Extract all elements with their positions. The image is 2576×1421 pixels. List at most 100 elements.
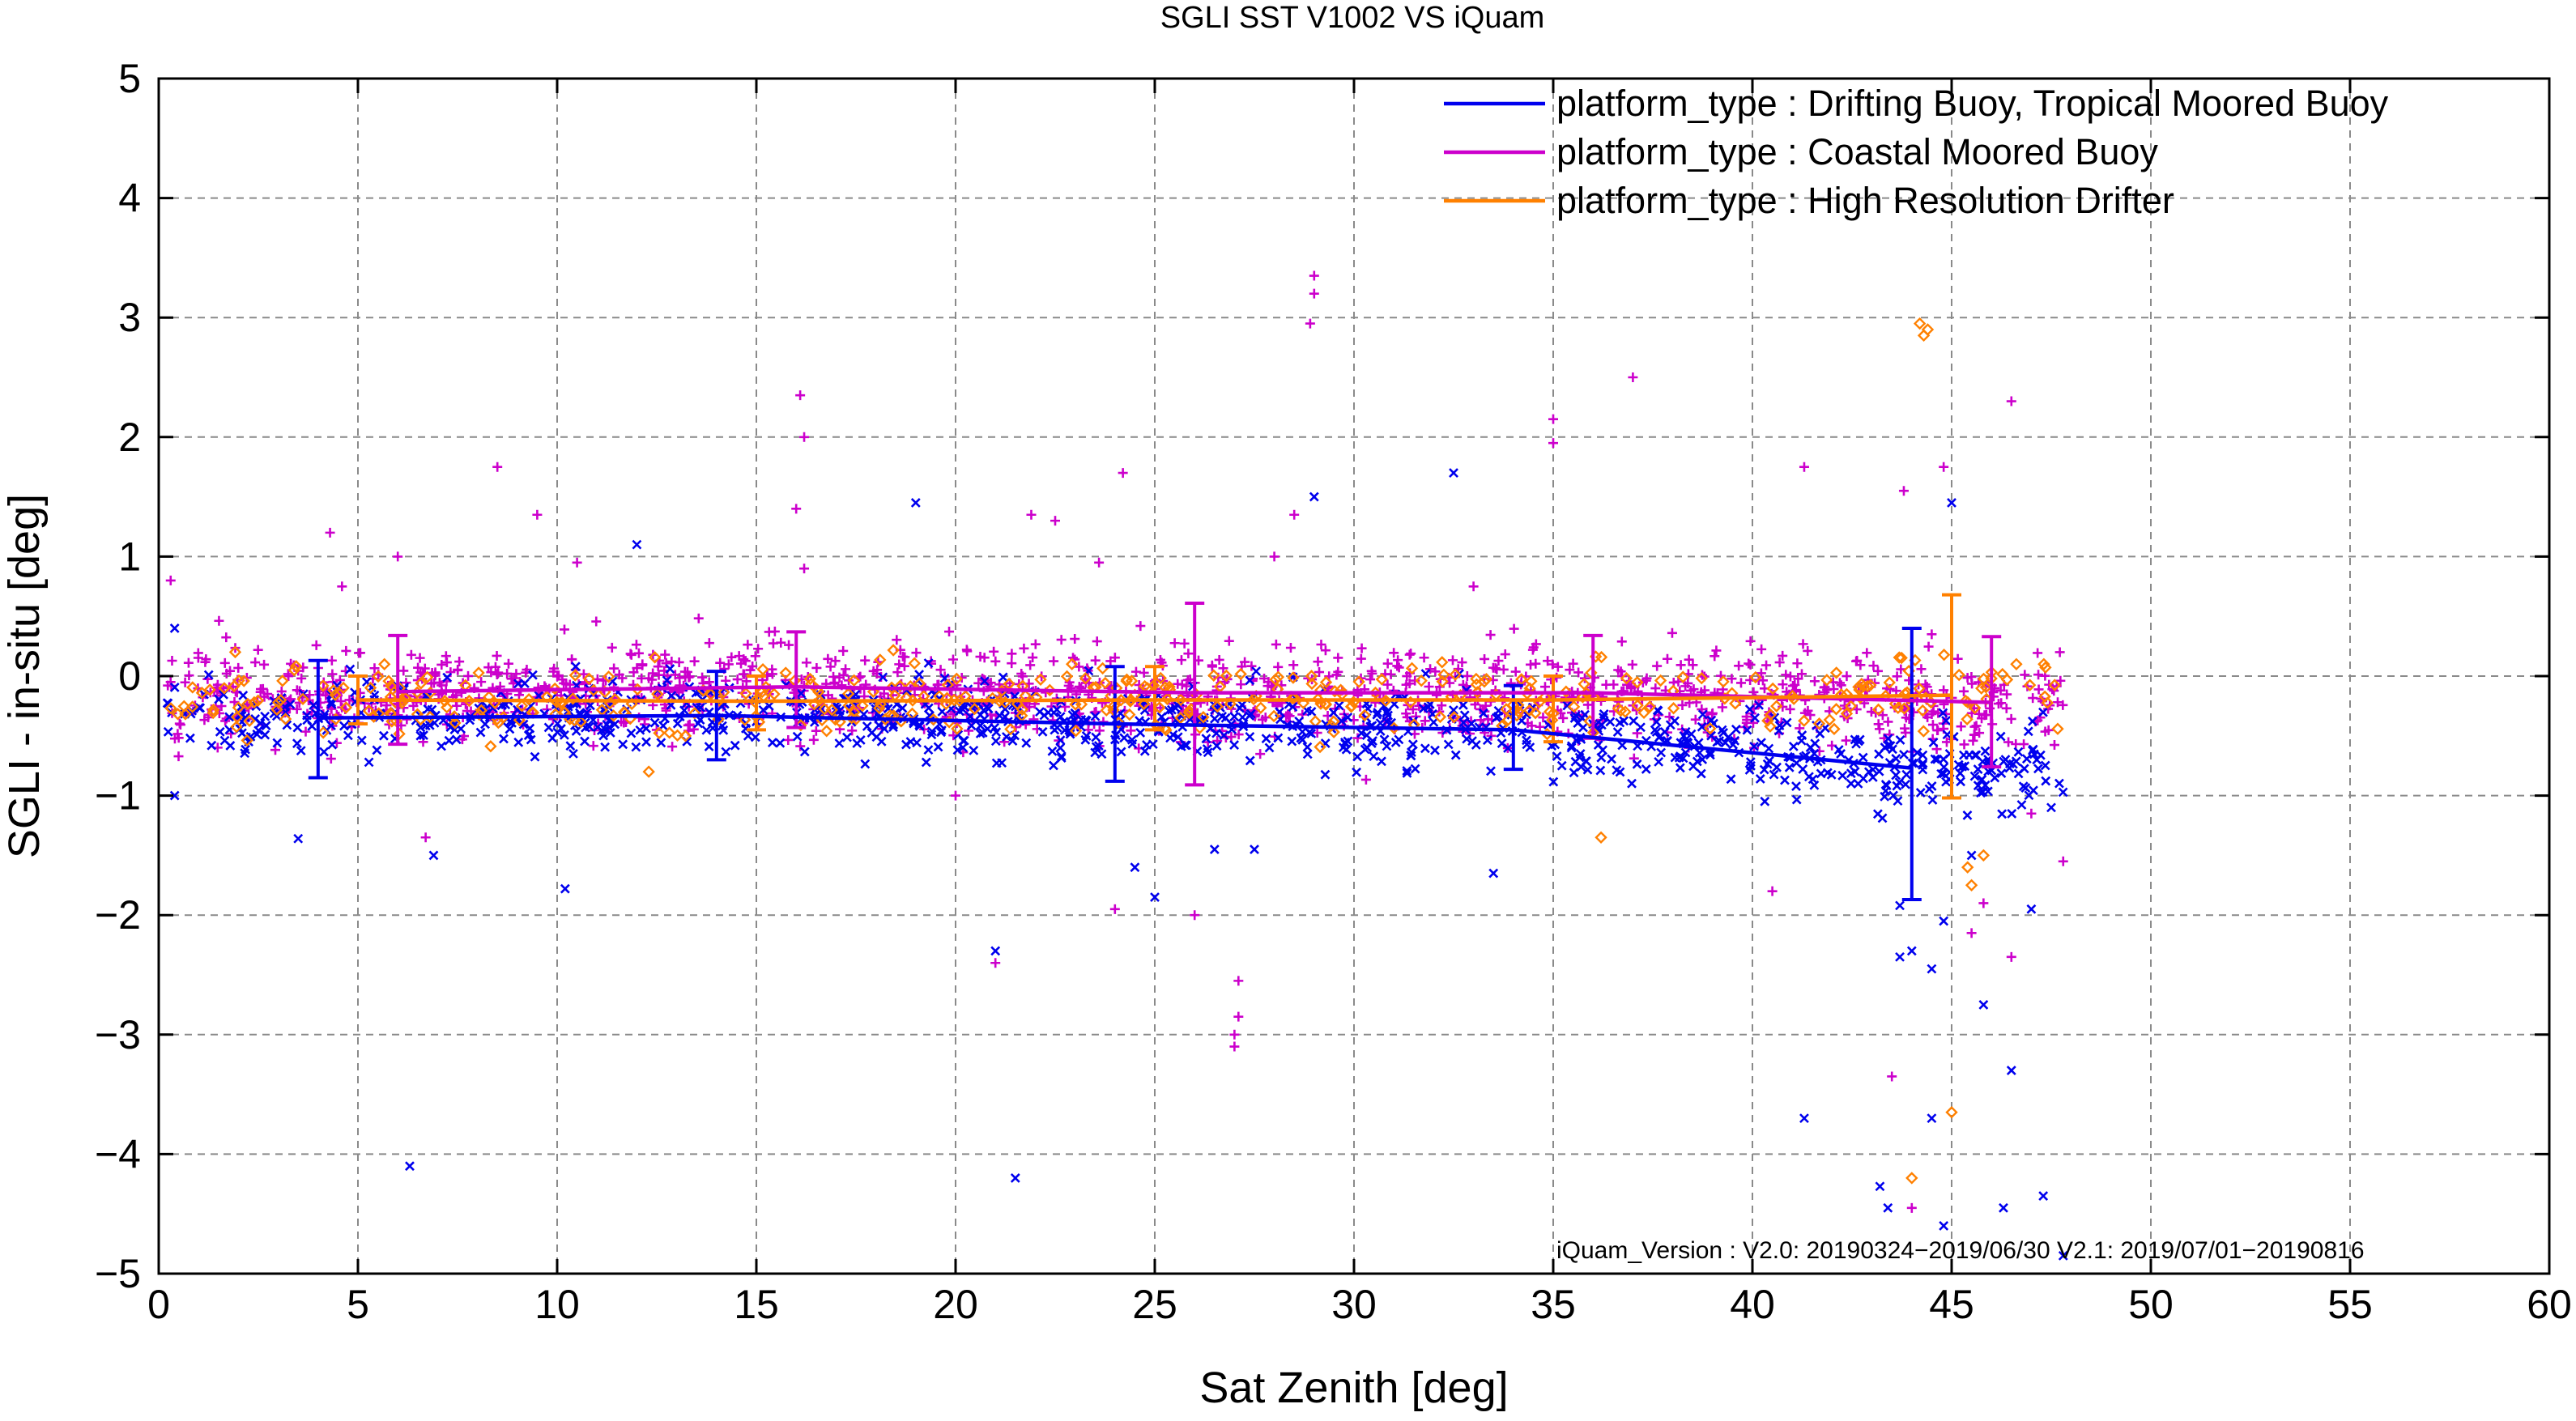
outlier-point	[1118, 468, 1128, 479]
data-point	[2055, 675, 2066, 686]
data-point	[653, 726, 666, 740]
data-point	[1643, 700, 1656, 713]
data-point	[1420, 716, 1430, 726]
y-tick-label: −4	[95, 1131, 141, 1176]
data-point	[582, 672, 596, 686]
data-point	[2038, 707, 2048, 717]
data-point	[530, 751, 540, 762]
data-point	[568, 748, 578, 759]
data-point	[518, 719, 529, 730]
data-point	[337, 681, 350, 695]
data-point	[975, 729, 986, 738]
data-point	[614, 670, 624, 680]
data-point	[228, 645, 242, 659]
data-point	[879, 724, 889, 734]
data-point	[1680, 726, 1691, 737]
data-point	[1901, 769, 1912, 780]
data-point	[1219, 730, 1229, 741]
data-point	[897, 703, 908, 713]
data-point	[618, 739, 628, 750]
data-point	[1510, 666, 1521, 677]
data-point	[292, 722, 303, 733]
data-point	[1833, 745, 1844, 755]
data-point	[1612, 765, 1622, 776]
data-point	[633, 648, 644, 658]
data-point	[1294, 716, 1305, 726]
data-point	[1788, 741, 1799, 751]
data-point	[1677, 700, 1688, 710]
data-point	[1319, 675, 1333, 689]
data-point	[956, 672, 967, 683]
data-point	[1526, 659, 1536, 670]
data-point	[1470, 672, 1483, 686]
data-point	[1406, 751, 1416, 761]
outlier-point	[393, 551, 403, 562]
data-point	[665, 664, 675, 674]
data-point	[1754, 700, 1764, 710]
data-point	[345, 664, 356, 674]
data-point	[2020, 670, 2030, 680]
data-point	[1034, 673, 1047, 686]
data-point	[568, 714, 581, 727]
data-point	[986, 691, 999, 705]
data-point	[1402, 671, 1412, 682]
data-point	[499, 734, 509, 744]
data-point	[195, 703, 206, 713]
data-point	[1164, 705, 1174, 716]
data-point	[1075, 698, 1088, 711]
data-point	[201, 654, 211, 665]
data-point	[2001, 703, 2012, 713]
data-point	[1576, 691, 1590, 704]
legend: platform_type : Drifting Buoy, Tropical …	[1444, 83, 2389, 221]
data-point	[1007, 658, 1017, 669]
data-point	[944, 627, 955, 637]
outlier-point	[799, 432, 810, 442]
data-point	[241, 697, 254, 711]
data-point	[364, 757, 374, 768]
x-tick-label: 5	[347, 1282, 369, 1327]
data-point	[1285, 643, 1296, 653]
data-point	[2019, 764, 2029, 774]
data-point	[364, 681, 377, 695]
outlier-point	[1010, 1173, 1020, 1183]
data-point	[1410, 675, 1420, 686]
data-point	[1405, 662, 1419, 675]
data-point	[808, 734, 819, 745]
data-point	[1154, 671, 1167, 685]
data-point	[1361, 730, 1372, 740]
data-point	[607, 676, 618, 687]
data-point	[1211, 700, 1224, 713]
data-point	[1629, 716, 1639, 726]
data-point	[936, 727, 946, 738]
data-point	[260, 711, 270, 721]
data-point	[2058, 700, 2068, 710]
data-point	[1872, 809, 1883, 819]
data-point	[1567, 700, 1581, 713]
data-point	[240, 748, 250, 759]
data-point	[552, 727, 563, 738]
data-point	[1880, 791, 1890, 802]
data-point	[1841, 735, 1851, 746]
data-point	[1135, 728, 1146, 738]
outlier-point	[1309, 288, 1319, 299]
data-point	[1798, 714, 1811, 727]
data-point	[1840, 707, 1854, 721]
mean-lines	[317, 685, 1992, 770]
data-point	[253, 645, 263, 655]
data-point	[701, 725, 712, 735]
data-point	[1718, 728, 1729, 738]
outlier-point	[632, 539, 642, 550]
data-point	[385, 708, 398, 721]
data-point	[689, 656, 700, 666]
outlier-point	[560, 883, 570, 894]
data-point	[626, 649, 637, 660]
data-point	[1316, 639, 1326, 649]
data-point	[904, 680, 918, 693]
data-point	[1493, 656, 1504, 666]
data-point	[1352, 767, 1361, 777]
data-point	[207, 704, 220, 717]
data-point	[1025, 660, 1036, 670]
data-point	[1996, 768, 2007, 779]
data-point	[1336, 716, 1347, 726]
data-point	[969, 745, 979, 755]
